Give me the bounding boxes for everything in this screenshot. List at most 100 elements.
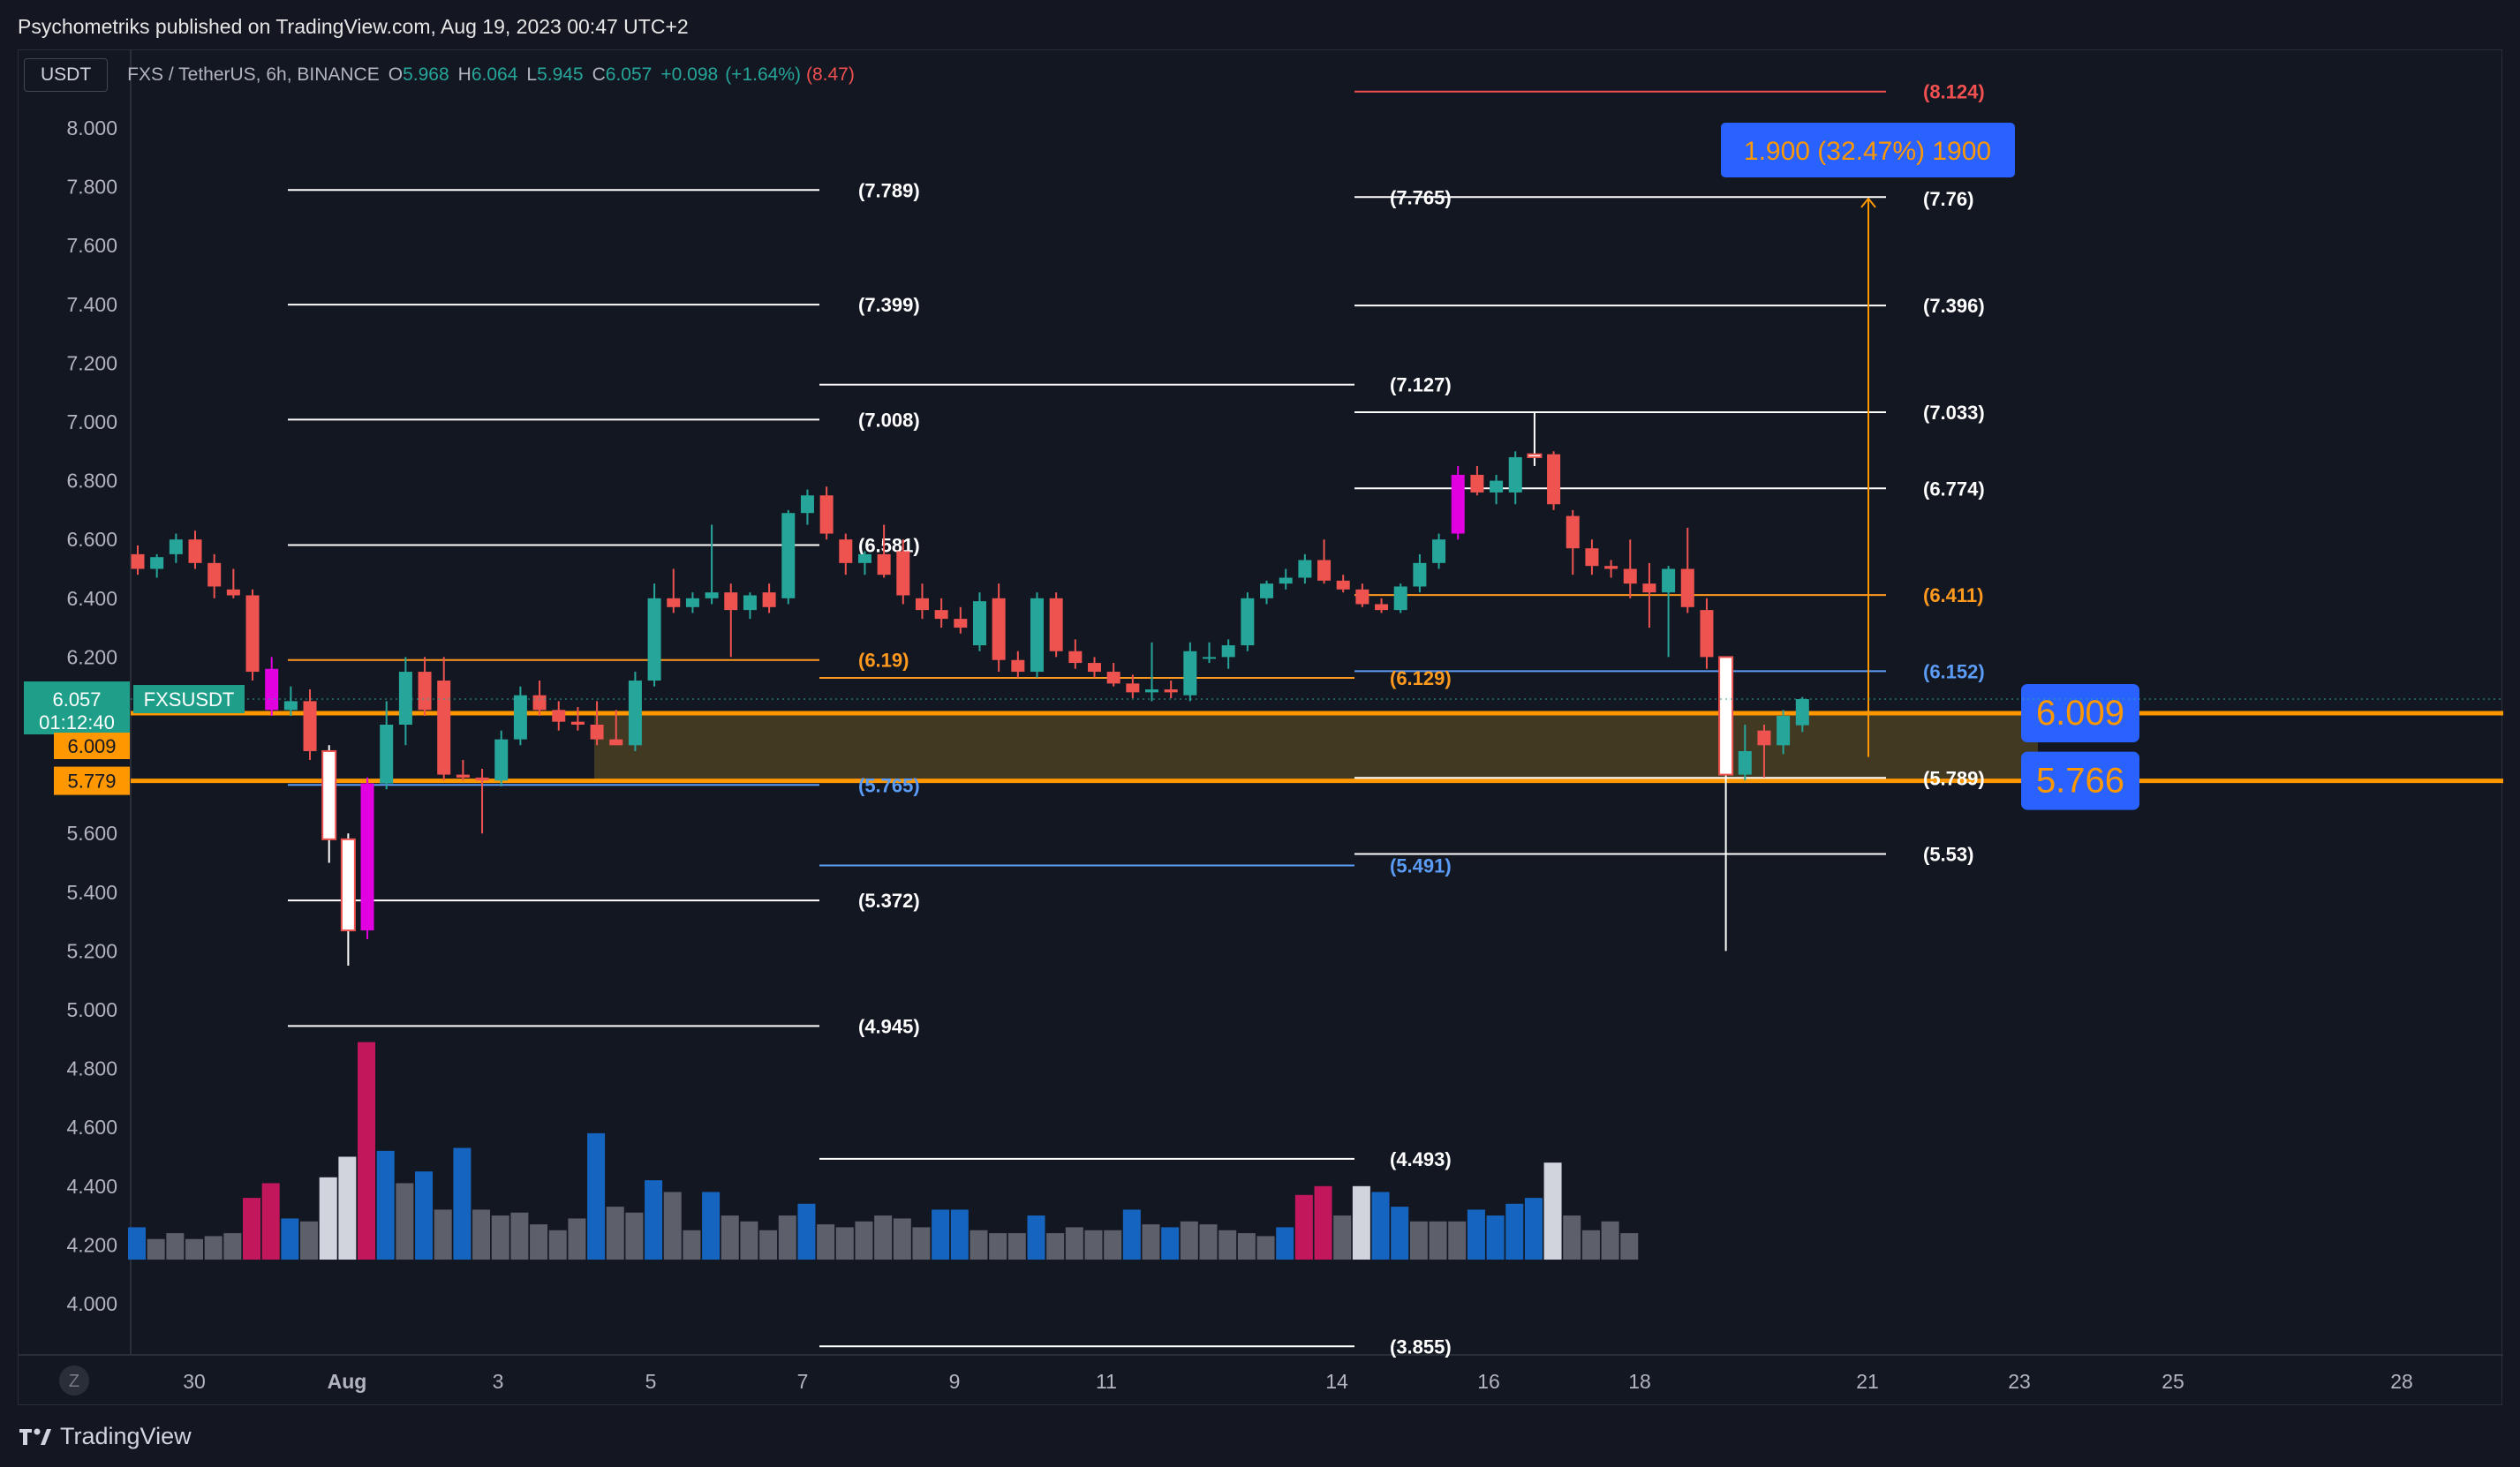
price-tick: 6.200 [66, 645, 117, 668]
z-button [59, 1365, 89, 1396]
volume-bar [568, 1218, 586, 1260]
candle-body [934, 610, 948, 620]
level-label: (6.152) [1923, 660, 1985, 682]
time-label: 3 [493, 1370, 504, 1393]
currency-button[interactable]: USDT [24, 58, 109, 92]
measure-tool[interactable]: 1.900 (32.47%) 1900 [1721, 123, 2015, 757]
price-axis-separator [19, 50, 2503, 1356]
publish-line: Psychometriks published on TradingView.c… [18, 14, 689, 38]
level-label: (6.411) [1923, 584, 1984, 606]
volume-bar [472, 1209, 491, 1260]
volume-bar [1505, 1203, 1524, 1260]
zone-top-tag-bg [54, 733, 130, 760]
volume-bar [950, 1209, 969, 1260]
level-label: (4.493) [1390, 1148, 1452, 1170]
volume-bar [683, 1230, 701, 1260]
volume-bar [319, 1177, 337, 1260]
symbol-tag-bg [133, 685, 245, 714]
candle-body [475, 777, 489, 781]
time-label: 5 [645, 1370, 657, 1393]
level-label: (8.124) [1923, 81, 1985, 103]
candle-body [724, 592, 738, 611]
candle-body [781, 513, 796, 598]
level-label: (5.491) [1390, 854, 1452, 876]
level-label: (7.008) [858, 409, 920, 431]
level-label: (7.396) [1923, 295, 1985, 317]
volume-bar [1142, 1224, 1160, 1260]
chart-canvas[interactable]: 6.009 5.766 (8.124) (7.789) (7.765) (7.76) (7… [19, 50, 2503, 1406]
candle-body [552, 710, 566, 722]
volume-bar [1333, 1215, 1352, 1260]
volume-bar [663, 1192, 682, 1260]
volume-bar [358, 1042, 376, 1260]
time-label: Aug [328, 1370, 367, 1393]
candle-body [1718, 656, 1734, 776]
candle-body [1738, 750, 1752, 775]
candle-body [1145, 689, 1159, 693]
time-axis[interactable]: 30 Aug 3 5 7 9 11 14 16 18 21 23 25 28 Z [59, 1365, 2413, 1396]
change-percent: (+1.64%) [725, 64, 801, 85]
volume-bar [1429, 1221, 1447, 1260]
level-label: (5.789) [1923, 767, 1985, 789]
volume-bar [1409, 1221, 1428, 1260]
candle-body [283, 701, 298, 711]
candle-body [1279, 577, 1293, 584]
time-label: 16 [1477, 1370, 1500, 1393]
volume-bar [300, 1221, 319, 1260]
volume-bar [1199, 1224, 1218, 1260]
price-tick: 7.200 [66, 351, 117, 374]
tradingview-logo-icon [18, 1426, 53, 1447]
candle-body [1355, 589, 1369, 605]
time-label: 25 [2162, 1370, 2184, 1393]
price-tick: 6.800 [66, 470, 117, 493]
candle-body [1566, 515, 1580, 549]
volume-bar [223, 1233, 242, 1260]
candle-body [1030, 598, 1044, 673]
change-value: +0.098 [660, 64, 719, 85]
volume-bar [702, 1192, 721, 1260]
candle-body [1777, 716, 1791, 746]
price-tick: 6.600 [66, 528, 117, 551]
volume-bar [1467, 1209, 1485, 1260]
candle-body [1413, 562, 1427, 587]
volume-bar [491, 1215, 509, 1260]
volume-bar [453, 1147, 472, 1260]
volume-bar [1563, 1215, 1581, 1260]
publish-header: Psychometriks published on TradingView.c… [0, 0, 2520, 53]
close-value: 6.057 [605, 64, 653, 85]
candle-body [1700, 610, 1714, 658]
price-tick: 6.400 [66, 587, 117, 610]
candle-body [1642, 583, 1656, 593]
volume-bar [1237, 1233, 1256, 1260]
price-axis[interactable]: 8.000 7.800 7.600 7.400 7.200 7.000 6.800 6.600… [24, 117, 2503, 1315]
volume-bar [1581, 1230, 1600, 1260]
volume-bar [1620, 1233, 1639, 1260]
candle-body [207, 562, 222, 587]
open-value: 5.968 [403, 64, 449, 85]
candle-body [1623, 568, 1637, 584]
candle-body [456, 774, 470, 778]
candle-body [494, 739, 509, 781]
chart-panel[interactable]: 6.009 5.766 (8.124) (7.789) (7.765) (7.76) (7… [18, 49, 2503, 1406]
volume-bar [817, 1224, 835, 1260]
candle-body [992, 598, 1006, 660]
symbol-legend: USDT FXS / TetherUS, 6h, BINANCE O 5.968 … [19, 50, 2501, 100]
candle-body [1336, 580, 1350, 590]
level-label: (5.372) [858, 890, 920, 912]
candle-body [1164, 689, 1178, 693]
open-key: O [388, 64, 404, 85]
symbol-tag: FXSUSDT [144, 688, 235, 711]
high-key: H [457, 64, 472, 85]
level-label: (7.765) [1390, 186, 1452, 208]
zone-top-label-bg [2021, 684, 2139, 743]
time-label: 21 [1856, 1370, 1879, 1393]
support-zone: 6.009 5.766 [131, 684, 2503, 810]
candle-body [743, 595, 757, 611]
price-tick: 5.000 [66, 998, 117, 1021]
candle-body [685, 598, 699, 607]
volume-bar [912, 1227, 931, 1260]
volume-bar [1027, 1215, 1045, 1260]
volume-bar [1391, 1207, 1409, 1260]
candle-body [226, 589, 240, 596]
symbol-info[interactable]: FXS / TetherUS, 6h, BINANCE [127, 64, 380, 85]
